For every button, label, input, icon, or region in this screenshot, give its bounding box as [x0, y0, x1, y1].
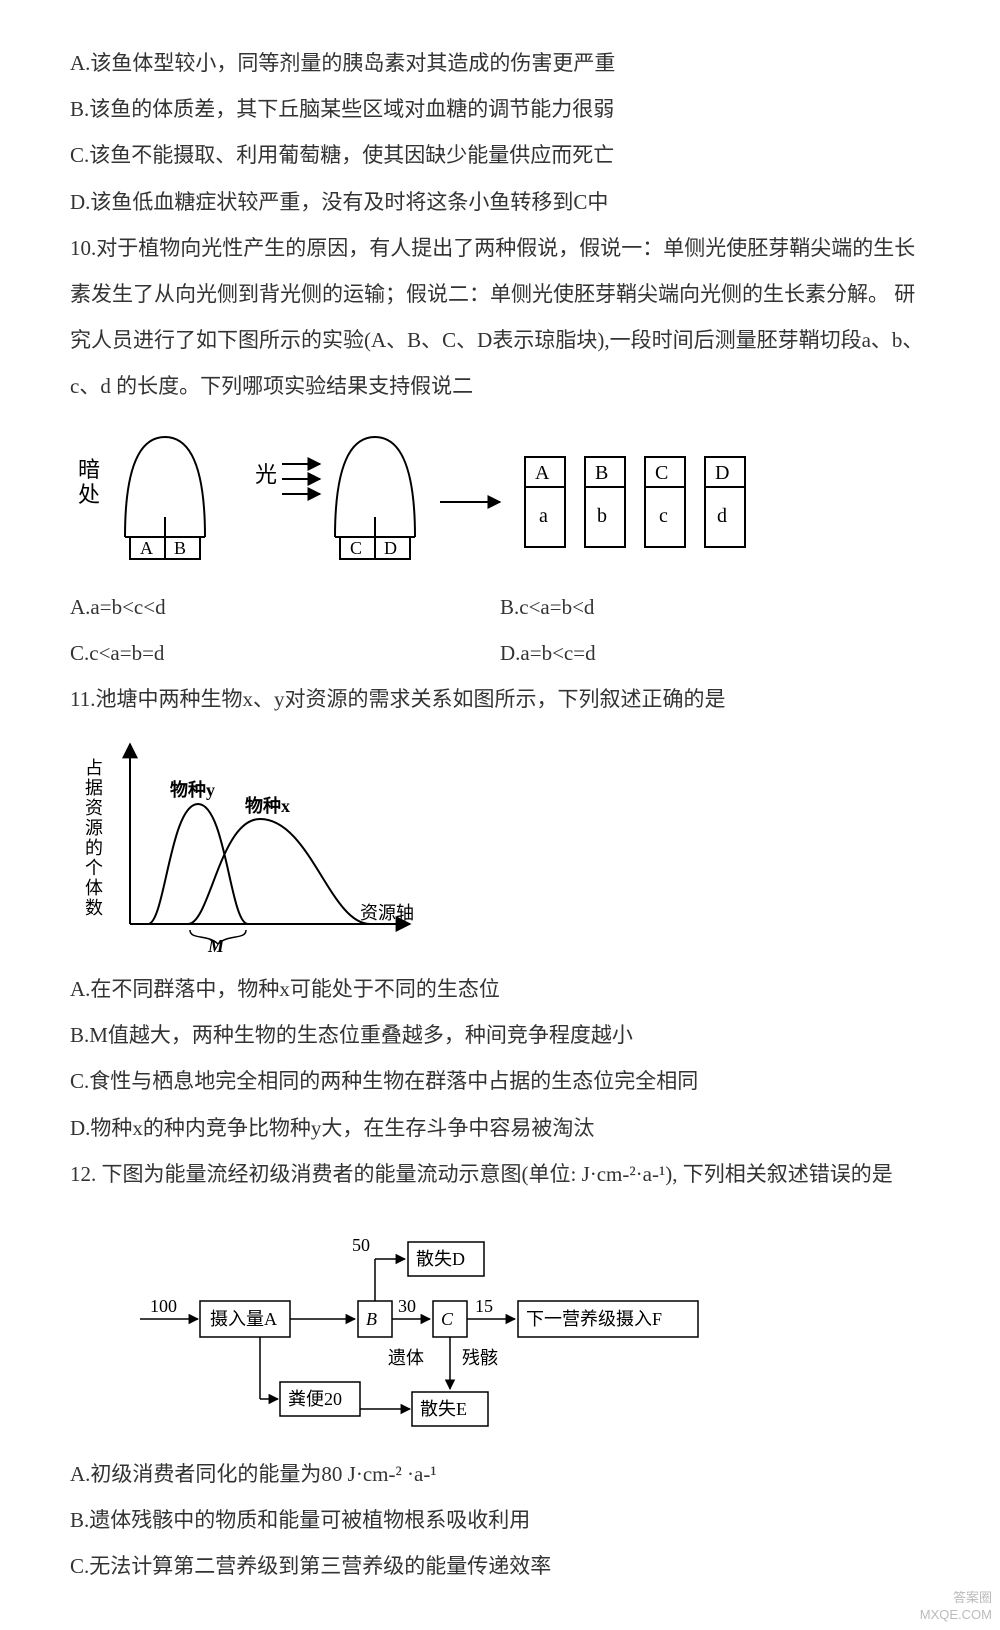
q12-diagram: 100 摄入量A B 30 C 15 下一营养级摄入F 50 散失D 粪便20 …	[70, 1209, 930, 1439]
q12-stem: 12. 下图为能量流经初级消费者的能量流动示意图(单位: J·cm-²·a-¹)…	[70, 1151, 930, 1197]
q11-option-c: C.食性与栖息地完全相同的两种生物在群落中占据的生态位完全相同	[70, 1058, 930, 1104]
svg-text:b: b	[597, 505, 607, 527]
q12-option-b: B.遗体残骸中的物质和能量可被植物根系吸收利用	[70, 1497, 930, 1543]
q10-stem: 10.对于植物向光性产生的原因，有人提出了两种假说，假说一：单侧光使胚芽鞘尖端的…	[70, 225, 930, 410]
q11-option-a: A.在不同群落中，物种x可能处于不同的生态位	[70, 966, 930, 1012]
q10-option-b: B.c<a=b<d	[500, 584, 930, 630]
edge-30: 30	[398, 1296, 416, 1316]
q9-option-b: B.该鱼的体质差，其下丘脑某些区域对血糖的调节能力很弱	[70, 86, 930, 132]
overlap-m: M	[207, 936, 225, 954]
q11-chart: 占 据 资 源 的 个 体 数 资源轴 物种y 物种x M	[70, 734, 930, 954]
svg-text:的: 的	[85, 838, 103, 858]
svg-text:D: D	[715, 462, 729, 484]
watermark-line1: 答案圈	[920, 1590, 992, 1607]
svg-text:d: d	[717, 505, 727, 527]
svg-text:据: 据	[85, 778, 103, 798]
block-d: D	[384, 538, 397, 558]
q11-option-b: B.M值越大，两种生物的生态位重叠越多，种间竞争程度越小	[70, 1012, 930, 1058]
result-col-a: A a	[525, 457, 565, 547]
q10-diagram: 暗 处 A B 光 C D A a B b C c D d	[70, 422, 930, 572]
block-c: C	[350, 538, 362, 558]
node-c: C	[441, 1309, 454, 1329]
svg-text:A: A	[535, 462, 550, 484]
node-feces: 粪便20	[288, 1389, 342, 1409]
block-a: A	[140, 538, 153, 558]
svg-text:资: 资	[85, 798, 103, 818]
light-label: 光	[255, 462, 277, 487]
species-y-label: 物种y	[170, 779, 215, 800]
result-col-b: B b	[585, 457, 625, 547]
q10-options-row1: A.a=b<c<d B.c<a=b<d	[70, 584, 930, 630]
q10-option-c: C.c<a=b=d	[70, 630, 500, 676]
edge-remains-r: 残骸	[462, 1348, 498, 1368]
svg-text:数: 数	[85, 898, 103, 918]
watermark-line2: MXQE.COM	[920, 1607, 992, 1624]
species-x-label: 物种x	[245, 795, 290, 816]
svg-text:a: a	[539, 505, 548, 527]
dark-label-2: 处	[78, 482, 100, 507]
edge-100: 100	[150, 1296, 177, 1316]
svg-text:源: 源	[85, 818, 103, 838]
q12-option-c: C.无法计算第二营养级到第三营养级的能量传递效率	[70, 1543, 930, 1589]
q9-option-d: D.该鱼低血糖症状较严重，没有及时将这条小鱼转移到C中	[70, 179, 930, 225]
q9-option-a: A.该鱼体型较小，同等剂量的胰岛素对其造成的伤害更严重	[70, 40, 930, 86]
node-d: 散失D	[416, 1249, 465, 1269]
result-col-c: C c	[645, 457, 685, 547]
edge-remains-l: 遗体	[388, 1348, 424, 1368]
svg-text:C: C	[655, 462, 668, 484]
block-b: B	[174, 538, 186, 558]
y-label: 占	[85, 758, 103, 778]
watermark: 答案圈 MXQE.COM	[920, 1590, 992, 1624]
svg-text:体: 体	[85, 878, 103, 898]
edge-15: 15	[475, 1296, 493, 1316]
q10-options-row2: C.c<a=b=d D.a=b<c=d	[70, 630, 930, 676]
x-label: 资源轴	[360, 903, 414, 923]
svg-text:B: B	[595, 462, 608, 484]
node-e: 散失E	[420, 1399, 467, 1419]
node-a: 摄入量A	[210, 1309, 277, 1329]
q12-option-a: A.初级消费者同化的能量为80 J·cm-² ·a-¹	[70, 1451, 930, 1497]
node-b: B	[366, 1309, 377, 1329]
q9-option-c: C.该鱼不能摄取、利用葡萄糖，使其因缺少能量供应而死亡	[70, 132, 930, 178]
q11-stem: 11.池塘中两种生物x、y对资源的需求关系如图所示，下列叙述正确的是	[70, 676, 930, 722]
svg-text:个: 个	[85, 858, 103, 878]
result-col-d: D d	[705, 457, 745, 547]
q11-option-d: D.物种x的种内竞争比物种y大，在生存斗争中容易被淘汰	[70, 1105, 930, 1151]
svg-text:c: c	[659, 505, 668, 527]
q10-option-a: A.a=b<c<d	[70, 584, 500, 630]
node-f: 下一营养级摄入F	[526, 1309, 662, 1329]
q10-option-d: D.a=b<c=d	[500, 630, 930, 676]
dark-label: 暗	[78, 457, 100, 482]
edge-50: 50	[352, 1235, 370, 1255]
